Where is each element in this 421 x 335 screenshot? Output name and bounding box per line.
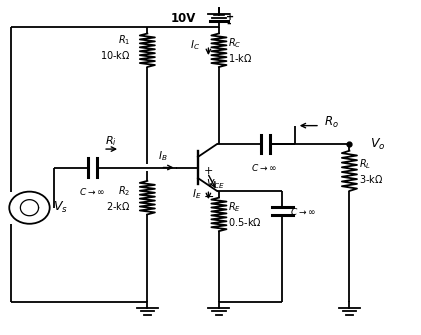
Text: $V_s$: $V_s$ [53, 200, 68, 215]
Text: $C\rightarrow\infty$: $C\rightarrow\infty$ [251, 162, 277, 174]
Text: $R_i$: $R_i$ [105, 134, 117, 148]
Text: $I_C$: $I_C$ [190, 38, 200, 52]
Text: $R_L$
3-k$\Omega$: $R_L$ 3-k$\Omega$ [359, 157, 383, 185]
Text: +: + [226, 12, 234, 22]
Text: 10V: 10V [171, 12, 196, 25]
Text: $R_1$
10-k$\Omega$: $R_1$ 10-k$\Omega$ [100, 33, 131, 61]
Text: +: + [204, 166, 213, 176]
Text: −: − [204, 191, 215, 204]
Text: $V_o$: $V_o$ [370, 136, 386, 152]
Text: $V_{CE}$: $V_{CE}$ [206, 177, 225, 191]
Text: $C\rightarrow\infty$: $C\rightarrow\infty$ [290, 206, 317, 216]
Text: $R_E$
0.5-k$\Omega$: $R_E$ 0.5-k$\Omega$ [228, 201, 262, 228]
Text: $R_2$
2-k$\Omega$: $R_2$ 2-k$\Omega$ [106, 184, 131, 211]
Text: $C\rightarrow\infty$: $C\rightarrow\infty$ [79, 186, 105, 197]
Text: $I_E$: $I_E$ [192, 187, 202, 201]
Text: $R_o$: $R_o$ [324, 115, 339, 130]
Text: -: - [226, 18, 231, 28]
Text: $I_B$: $I_B$ [158, 149, 167, 163]
Text: $R_C$
1-k$\Omega$: $R_C$ 1-k$\Omega$ [228, 37, 253, 64]
